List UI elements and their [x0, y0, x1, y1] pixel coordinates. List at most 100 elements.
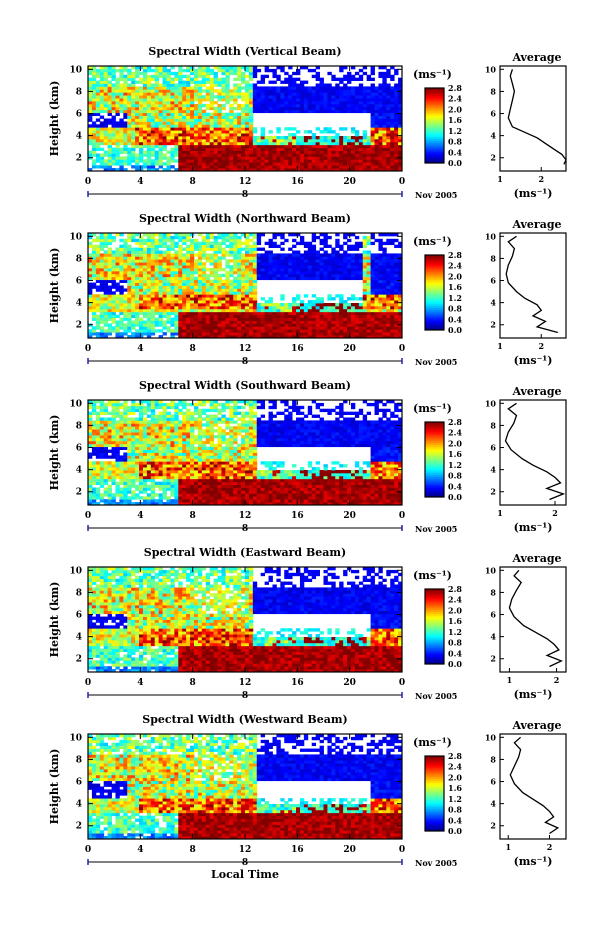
- heatmap-cell: [131, 233, 136, 237]
- heatmap-cell: [307, 130, 313, 134]
- heatmap-cell: [166, 98, 171, 102]
- heatmap-cell: [272, 270, 277, 275]
- colorbar-step: [425, 296, 444, 299]
- heatmap-cell: [350, 103, 356, 108]
- heatmap-cell: [307, 162, 313, 166]
- heatmap-cell: [382, 77, 387, 81]
- heatmap-cell: [154, 115, 160, 119]
- heatmap-cell: [378, 259, 383, 263]
- heatmap-cell: [237, 262, 242, 266]
- x-tick-label: 0: [85, 344, 91, 354]
- heatmap-cell: [186, 159, 191, 163]
- heatmap-cell: [311, 138, 317, 143]
- heatmap-cell: [382, 127, 387, 131]
- heatmap-cell: [146, 66, 152, 70]
- heatmap-cell: [103, 311, 109, 316]
- heatmap-cell: [284, 147, 289, 151]
- heatmap-cell: [146, 259, 152, 263]
- heatmap-cell: [331, 74, 336, 79]
- heatmap-cell: [103, 305, 109, 310]
- heatmap-cell: [193, 259, 199, 263]
- heatmap-cell: [299, 276, 305, 281]
- heatmap-cell: [103, 288, 109, 292]
- heatmap-cell: [374, 136, 379, 140]
- heatmap-cell: [299, 86, 305, 90]
- heatmap-cell: [394, 147, 399, 151]
- heatmap-cell: [327, 89, 332, 93]
- heatmap-cell: [103, 265, 109, 269]
- heatmap-cell: [139, 253, 144, 257]
- heatmap-cell: [123, 276, 128, 281]
- heatmap-cell: [209, 147, 215, 151]
- heatmap-cell: [382, 323, 387, 327]
- heatmap-cell: [201, 124, 207, 128]
- heatmap-cell: [150, 326, 156, 330]
- heatmap-cell: [229, 285, 234, 289]
- heatmap-cell: [280, 326, 285, 330]
- heatmap-cell: [245, 150, 250, 154]
- heatmap-cell: [217, 165, 222, 169]
- heatmap-cell: [241, 147, 246, 151]
- heatmap-cell: [394, 297, 399, 301]
- heatmap-cell: [347, 305, 352, 310]
- heatmap-cell: [284, 144, 289, 149]
- heatmap-cell: [319, 311, 324, 316]
- heatmap-cell: [190, 308, 195, 313]
- heatmap-cell: [370, 300, 375, 304]
- heatmap-cell: [398, 138, 403, 143]
- heatmap-cell: [284, 265, 289, 269]
- heatmap-cell: [299, 144, 305, 149]
- heatmap-cell: [135, 115, 140, 119]
- heatmap-cell: [335, 103, 340, 108]
- heatmap-cell: [91, 285, 97, 289]
- heatmap-cell: [205, 89, 211, 93]
- heatmap-cell: [146, 118, 152, 122]
- heatmap-cell: [111, 282, 116, 286]
- heatmap-cell: [205, 103, 211, 108]
- heatmap-cell: [374, 141, 379, 146]
- heatmap-cell: [131, 262, 136, 266]
- date-label: 8: [242, 357, 248, 367]
- heatmap-cell: [327, 259, 332, 263]
- heatmap-cell: [398, 300, 403, 304]
- heatmap-cell: [197, 326, 203, 330]
- heatmap-cell: [264, 109, 269, 114]
- heatmap-cell: [225, 332, 230, 336]
- heatmap-cell: [103, 124, 109, 128]
- heatmap-cell: [276, 168, 281, 172]
- heatmap-cell: [135, 162, 140, 166]
- heatmap-cell: [386, 297, 391, 301]
- heatmap-cell: [139, 136, 144, 140]
- heatmap-cell: [350, 130, 356, 134]
- heatmap-cell: [339, 141, 344, 146]
- heatmap-cell: [111, 74, 116, 79]
- heatmap-cell: [390, 320, 395, 324]
- heatmap-cell: [205, 291, 211, 295]
- heatmap-cell: [319, 262, 324, 266]
- heatmap-cell: [307, 256, 313, 260]
- heatmap-cell: [252, 256, 258, 260]
- heatmap-cell: [390, 153, 395, 157]
- heatmap-cell: [111, 98, 116, 102]
- heatmap-cell: [288, 311, 293, 316]
- date-label: 8: [242, 190, 248, 200]
- heatmap-cell: [299, 270, 305, 275]
- heatmap-cell: [99, 270, 105, 275]
- heatmap-cell: [225, 305, 230, 310]
- heatmap-cell: [131, 259, 136, 263]
- heatmap-cell: [190, 86, 195, 90]
- heatmap-cell: [197, 253, 203, 257]
- heatmap-cell: [292, 71, 297, 76]
- heatmap-cell: [362, 303, 368, 307]
- heatmap-cell: [209, 317, 215, 321]
- heatmap-cell: [142, 77, 148, 81]
- heatmap-cell: [288, 162, 293, 166]
- heatmap-cell: [366, 297, 372, 301]
- heatmap-cell: [299, 141, 305, 146]
- heatmap-cell: [252, 109, 258, 114]
- heatmap-cell: [248, 138, 254, 143]
- heatmap-cell: [95, 130, 101, 134]
- heatmap-cell: [142, 89, 148, 93]
- heatmap-cell: [382, 121, 387, 125]
- heatmap-cell: [288, 101, 293, 105]
